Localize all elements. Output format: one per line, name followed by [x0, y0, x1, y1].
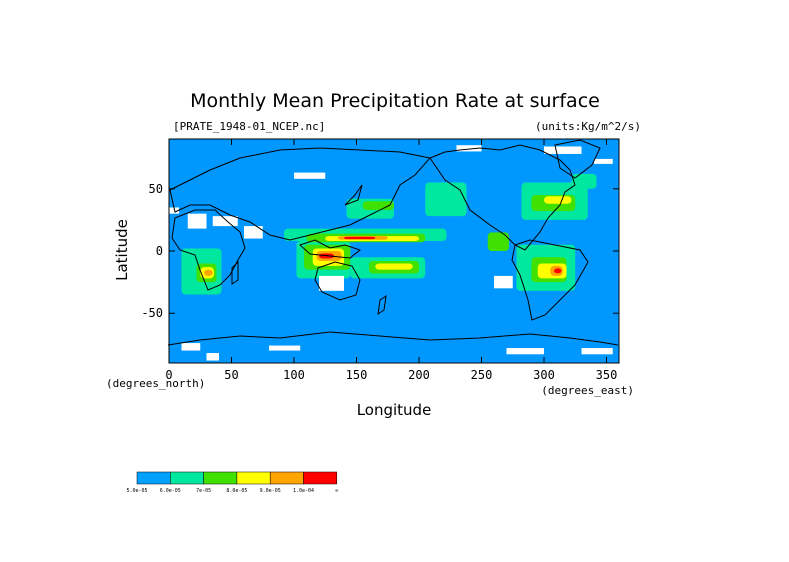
- x-axis-label: Longitude: [357, 401, 432, 419]
- missing-patch-1: [212, 216, 238, 227]
- colorbar-label-3: 8.0e-05: [226, 488, 247, 494]
- x-tick-label-0: 0: [165, 368, 172, 382]
- colorbar-label-5: 1.0e-04: [293, 488, 314, 494]
- missing-data-patches: [169, 145, 613, 361]
- precip-region-26: [204, 269, 213, 276]
- colorbar-label-4: 9.0e-05: [260, 488, 281, 494]
- coastline-new-zealand: [377, 294, 387, 316]
- y-tick-label--50: -50: [141, 306, 163, 320]
- missing-patch-9: [456, 145, 482, 152]
- missing-patch-7: [506, 348, 544, 355]
- coastline-south-america: [511, 239, 589, 321]
- precipitation-regions: [181, 173, 597, 295]
- source-label: [PRATE_1948-01_NCEP.nc]: [173, 120, 325, 133]
- missing-patch-13: [494, 275, 513, 289]
- colorbar-label-6: ∞: [335, 488, 338, 494]
- missing-patch-5: [206, 353, 219, 361]
- precip-region-27: [344, 236, 376, 240]
- precip-region-19: [375, 263, 413, 270]
- missing-patch-2: [244, 226, 263, 239]
- colorbar-swatch-1: [170, 471, 204, 485]
- coastline-australia: [314, 261, 361, 301]
- coastlines: [167, 139, 619, 346]
- precip-region-16: [487, 232, 509, 251]
- x-tick-label-350: 350: [596, 368, 618, 382]
- chart-title: Monthly Mean Precipitation Rate at surfa…: [190, 90, 600, 112]
- colorbar-swatch-3: [236, 471, 271, 485]
- coastline-africa: [171, 209, 246, 291]
- coastline-greenland: [554, 139, 601, 179]
- coastline-antarctica: [167, 331, 619, 346]
- x-tick-label-200: 200: [408, 368, 430, 382]
- precip-region-22: [544, 196, 572, 204]
- precip-region-29: [554, 268, 562, 274]
- colorbar: 5.0e-05 6.0e-05 7e-05 8.0e-05 9.0e-05 1.0e-04…: [126, 471, 338, 494]
- precip-region-8: [571, 173, 597, 189]
- colorbar-swatch-5: [303, 471, 338, 485]
- missing-patch-8: [581, 348, 613, 355]
- missing-patch-4: [181, 343, 201, 351]
- x-unit-label: (degrees_east): [541, 384, 634, 397]
- missing-patch-14: [169, 207, 179, 214]
- coastline-eurasia: [169, 147, 431, 241]
- missing-patch-10: [544, 146, 582, 154]
- x-tick-label-250: 250: [471, 368, 493, 382]
- y-axis-label: Latitude: [113, 219, 131, 281]
- x-tick-label-50: 50: [224, 368, 238, 382]
- y-tick-label-50: 50: [149, 182, 163, 196]
- units-label: (units:Kg/m^2/s): [535, 120, 641, 133]
- colorbar-label-0: 5.0e-05: [126, 488, 147, 494]
- colorbar-swatch-2: [203, 471, 238, 485]
- colorbar-label-1: 6.0e-05: [160, 488, 181, 494]
- colorbar-swatch-0: [136, 471, 171, 485]
- x-tick-label-300: 300: [533, 368, 555, 382]
- x-tick-label-100: 100: [283, 368, 305, 382]
- x-tick-label-150: 150: [346, 368, 368, 382]
- coastline-north-america: [429, 144, 576, 251]
- map-plot-area: 0 50 100 150 200 250 300 350 50 0 -50: [141, 138, 620, 382]
- missing-patch-11: [294, 172, 326, 179]
- axis-ticks: 0 50 100 150 200 250 300 350 50 0 -50: [141, 139, 619, 382]
- missing-patch-6: [269, 345, 301, 351]
- precip-region-4: [425, 182, 467, 217]
- coastline-madagascar: [231, 260, 239, 285]
- y-tick-label-0: 0: [156, 244, 163, 258]
- coastline-maritime-continent: [299, 239, 362, 259]
- y-unit-label: (degrees_north): [106, 377, 205, 390]
- colorbar-swatch-4: [269, 471, 304, 485]
- coastline-japan: [344, 184, 363, 206]
- missing-patch-3: [319, 275, 344, 291]
- missing-patch-0: [187, 213, 207, 229]
- colorbar-label-2: 7e-05: [196, 488, 211, 494]
- missing-patch-12: [594, 158, 613, 164]
- precip-region-12: [362, 201, 394, 210]
